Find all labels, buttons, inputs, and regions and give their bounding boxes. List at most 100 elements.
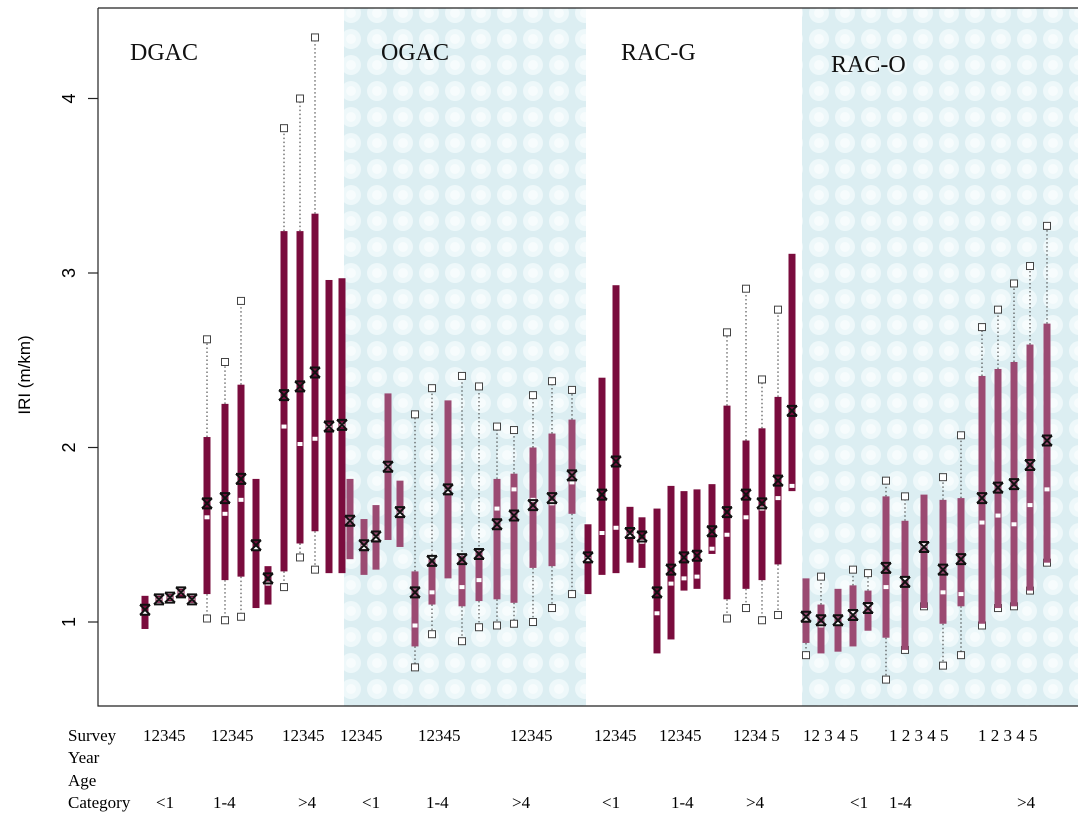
box-rac-o-15 — [1041, 221, 1053, 567]
lower-extreme — [882, 675, 890, 684]
survey-label: 12345 — [340, 726, 383, 745]
box-dgac-11 — [278, 124, 290, 592]
median-marker — [476, 578, 482, 583]
median-marker — [281, 424, 287, 429]
box-ogac-8 — [442, 400, 454, 579]
box-ogac-7 — [426, 384, 438, 639]
median-marker — [865, 604, 871, 609]
age-category-label: <1 — [362, 793, 380, 812]
iqr-box — [568, 419, 576, 514]
mean-marker — [706, 525, 718, 538]
box-dgac-2 — [153, 593, 165, 606]
box-rac-o-4 — [847, 565, 859, 647]
median-marker — [958, 592, 964, 597]
median-marker — [979, 520, 985, 525]
mean-marker — [862, 602, 874, 615]
box-rac-g-4 — [624, 506, 636, 563]
mean-marker — [358, 539, 370, 552]
upper-extreme — [939, 473, 947, 482]
survey-label: 12345 — [418, 726, 461, 745]
mean-marker — [323, 420, 335, 433]
upper-extreme — [758, 375, 766, 384]
box-rac-o-3 — [832, 588, 844, 652]
mean-marker — [250, 539, 262, 552]
group-label-rac-o: RAC-O — [831, 52, 906, 78]
mean-marker — [426, 554, 438, 567]
median-marker — [850, 611, 856, 616]
box-rac-g-11 — [721, 328, 733, 623]
survey-label: 12345 — [143, 726, 186, 745]
box-dgac-13 — [309, 33, 321, 574]
upper-extreme — [1043, 221, 1051, 230]
upper-extreme — [311, 33, 319, 42]
box-dgac-14 — [323, 279, 335, 574]
iqr-box — [510, 473, 518, 603]
median-marker — [775, 496, 781, 501]
upper-extreme — [957, 431, 965, 440]
box-rac-o-8 — [918, 494, 930, 611]
iqr-box — [957, 498, 965, 607]
mean-marker — [409, 586, 421, 599]
iqr-box — [708, 484, 716, 554]
iqr-box — [548, 433, 556, 567]
median-marker — [445, 489, 451, 494]
mean-marker — [665, 563, 677, 576]
mean-marker — [175, 586, 187, 599]
iqr-box — [802, 578, 810, 643]
iqr-box — [428, 559, 436, 605]
median-marker — [1027, 503, 1033, 508]
median-marker — [921, 543, 927, 548]
box-rac-g-3 — [610, 285, 622, 574]
lower-extreme — [548, 604, 556, 613]
upper-extreme — [978, 323, 986, 332]
box-ogac-14 — [546, 377, 558, 613]
mean-marker — [164, 591, 176, 604]
iqr-box — [612, 285, 620, 574]
lower-extreme — [475, 623, 483, 632]
mean-marker — [262, 572, 274, 585]
box-rac-g-14 — [772, 305, 784, 620]
lower-extreme — [957, 651, 965, 660]
median-marker — [883, 585, 889, 590]
age-category-label: >4 — [298, 793, 317, 812]
lower-extreme — [723, 614, 731, 623]
upper-extreme — [994, 305, 1002, 314]
median-marker — [902, 576, 908, 581]
mean-marker — [153, 593, 165, 606]
mean-marker — [201, 497, 213, 510]
survey-label: 1 2 3 4 5 — [889, 726, 949, 745]
mean-marker — [235, 472, 247, 485]
mean-marker — [473, 547, 485, 560]
group-label-ogac: OGAC — [381, 40, 449, 66]
mean-marker — [596, 488, 608, 501]
mean-marker — [491, 518, 503, 531]
box-ogac-15 — [566, 385, 578, 599]
upper-extreme — [901, 492, 909, 501]
x-row-label: Age — [68, 771, 96, 790]
iqr-box — [817, 604, 825, 654]
median-marker — [835, 621, 841, 626]
median-marker — [789, 483, 795, 488]
box-rac-g-13 — [756, 375, 768, 625]
y-tick-label: 3 — [59, 268, 79, 278]
upper-extreme — [1026, 262, 1034, 271]
survey-label: 12 3 4 5 — [803, 726, 858, 745]
box-rac-o-11 — [976, 323, 988, 630]
iqr-box — [693, 489, 701, 589]
median-marker — [222, 511, 228, 516]
mean-marker — [610, 455, 622, 468]
median-marker — [494, 506, 500, 511]
median-marker — [694, 574, 700, 579]
lower-extreme — [802, 651, 810, 660]
upper-extreme — [411, 410, 419, 419]
upper-extreme — [864, 569, 872, 578]
box-ogac-1 — [344, 478, 356, 560]
mean-marker — [1024, 458, 1036, 471]
mean-marker — [382, 460, 394, 473]
mean-marker — [992, 481, 1004, 494]
box-ogac-5 — [394, 480, 406, 547]
box-dgac-6 — [201, 335, 213, 623]
survey-label: 12345 — [594, 726, 637, 745]
age-category-label: >4 — [512, 793, 531, 812]
iqr-box — [252, 478, 260, 609]
